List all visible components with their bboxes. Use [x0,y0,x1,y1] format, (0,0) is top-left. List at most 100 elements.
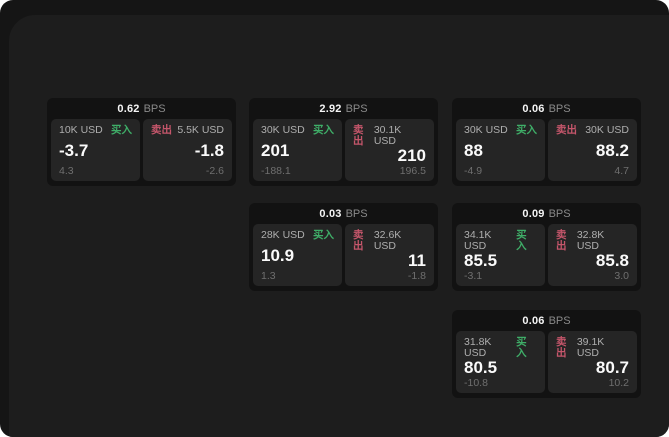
quote-card-4: 0.03 BPS 28K USD 买入 10.9 1.3 卖出 32.6K US… [249,203,438,291]
buy-value: -3.7 [59,141,89,160]
card-header: 0.62 BPS [47,98,236,119]
sell-panel[interactable]: 卖出 39.1K USD 80.7 10.2 [548,331,637,393]
buy-side-label: 买入 [111,124,132,136]
buy-side-label: 买入 [313,124,334,136]
bps-unit-label: BPS [143,102,166,115]
buy-panel-top: 30K USD 买入 [261,125,334,136]
card-body: 30K USD 买入 201 -188.1 卖出 30.1K USD 210 1… [249,119,438,181]
card-body: 28K USD 买入 10.9 1.3 卖出 32.6K USD 11 -1.8 [249,224,438,286]
sell-delta: -2.6 [205,164,224,177]
buy-amount: 10K USD [59,124,103,136]
sell-panel[interactable]: 卖出 5.5K USD -1.8 -2.6 [143,119,232,181]
card-header: 0.06 BPS [452,310,641,331]
sell-delta: 4.7 [614,164,629,177]
sell-value: 210 [397,146,426,166]
bps-unit-label: BPS [548,314,571,327]
buy-amount: 34.1K USD [464,229,492,252]
sell-panel-top: 卖出 32.8K USD [556,230,629,251]
sell-amount: 30.1K USD [373,124,402,147]
sell-panel-top: 卖出 30K USD [556,125,629,136]
sell-delta: 10.2 [608,376,629,389]
sell-panel[interactable]: 卖出 32.8K USD 85.8 3.0 [548,224,637,286]
sell-amount: 5.5K USD [177,124,224,136]
buy-panel-top: 31.8K USD 买入 [464,337,537,358]
quote-card-2: 2.92 BPS 30K USD 买入 201 -188.1 卖出 30.1K … [249,98,438,186]
sell-panel-top: 卖出 39.1K USD [556,337,629,358]
buy-panel-top: 10K USD 买入 [59,125,132,136]
sell-panel-top: 卖出 30.1K USD [353,125,426,146]
bps-value: 2.92 [319,102,342,115]
quote-card-6: 0.06 BPS 31.8K USD 买入 80.5 -10.8 卖出 39.1… [452,310,641,398]
buy-amount: 31.8K USD [464,336,492,359]
sell-panel-top: 卖出 32.6K USD [353,230,426,251]
sell-amount: 32.8K USD [576,229,605,252]
buy-delta: 4.3 [59,164,74,177]
quote-card-3: 0.06 BPS 30K USD 买入 88 -4.9 卖出 30K USD [452,98,641,186]
sell-side-label: 卖出 [556,229,567,252]
buy-amount: 28K USD [261,229,305,241]
sell-value: 88.2 [595,141,629,160]
buy-side-label: 买入 [516,229,527,252]
card-body: 10K USD 买入 -3.7 4.3 卖出 5.5K USD -1.8 -2.… [47,119,236,181]
buy-value: 85.5 [464,251,498,271]
sell-side-label: 卖出 [353,229,364,252]
buy-delta: -10.8 [464,376,488,389]
sell-amount: 30K USD [585,124,629,136]
buy-panel[interactable]: 30K USD 买入 88 -4.9 [456,119,545,181]
bps-value: 0.03 [319,207,342,220]
buy-value: 10.9 [261,246,295,265]
card-header: 2.92 BPS [249,98,438,119]
buy-panel[interactable]: 10K USD 买入 -3.7 4.3 [51,119,140,181]
buy-panel-top: 28K USD 买入 [261,230,334,241]
bps-value: 0.06 [522,102,545,115]
sell-value: 85.8 [595,251,629,271]
buy-panel-top: 34.1K USD 买入 [464,230,537,251]
buy-value: 201 [261,141,290,160]
buy-side-label: 买入 [313,229,334,241]
card-body: 30K USD 买入 88 -4.9 卖出 30K USD 88.2 4.7 [452,119,641,181]
card-header: 0.09 BPS [452,203,641,224]
card-body: 31.8K USD 买入 80.5 -10.8 卖出 39.1K USD 80.… [452,331,641,393]
quote-card-5: 0.09 BPS 34.1K USD 买入 85.5 -3.1 卖出 32.8K… [452,203,641,291]
quote-card-1: 0.62 BPS 10K USD 买入 -3.7 4.3 卖出 5.5K USD [47,98,236,186]
card-header: 0.03 BPS [249,203,438,224]
sell-amount: 32.6K USD [373,229,402,252]
sell-value: -1.8 [194,141,224,160]
sell-panel-top: 卖出 5.5K USD [151,125,224,136]
buy-panel[interactable]: 30K USD 买入 201 -188.1 [253,119,342,181]
bps-value: 0.09 [522,207,545,220]
buy-delta: 1.3 [261,269,276,282]
buy-panel[interactable]: 28K USD 买入 10.9 1.3 [253,224,342,286]
buy-value: 88 [464,141,483,160]
buy-panel[interactable]: 31.8K USD 买入 80.5 -10.8 [456,331,545,393]
sell-panel[interactable]: 卖出 32.6K USD 11 -1.8 [345,224,434,286]
content-panel: 0.62 BPS 10K USD 买入 -3.7 4.3 卖出 5.5K USD [9,15,669,437]
sell-panel[interactable]: 卖出 30.1K USD 210 196.5 [345,119,434,181]
bps-unit-label: BPS [548,102,571,115]
buy-value: 80.5 [464,358,498,378]
sell-panel[interactable]: 卖出 30K USD 88.2 4.7 [548,119,637,181]
buy-panel-top: 30K USD 买入 [464,125,537,136]
sell-side-label: 卖出 [556,124,577,136]
sell-side-label: 卖出 [556,336,567,359]
sell-delta: -1.8 [407,269,426,282]
sell-delta: 196.5 [399,164,426,177]
buy-side-label: 买入 [516,124,537,136]
buy-side-label: 买入 [516,336,527,359]
sell-value: 11 [408,251,426,271]
buy-panel[interactable]: 34.1K USD 买入 85.5 -3.1 [456,224,545,286]
bps-value: 0.62 [117,102,140,115]
buy-delta: -4.9 [464,164,483,177]
buy-amount: 30K USD [261,124,305,136]
buy-amount: 30K USD [464,124,508,136]
bps-unit-label: BPS [548,207,571,220]
bps-unit-label: BPS [345,207,368,220]
card-header: 0.06 BPS [452,98,641,119]
sell-side-label: 卖出 [353,124,364,147]
sell-amount: 39.1K USD [576,336,605,359]
bps-value: 0.06 [522,314,545,327]
bps-unit-label: BPS [345,102,368,115]
sell-delta: 3.0 [614,269,629,282]
card-body: 34.1K USD 买入 85.5 -3.1 卖出 32.8K USD 85.8… [452,224,641,286]
